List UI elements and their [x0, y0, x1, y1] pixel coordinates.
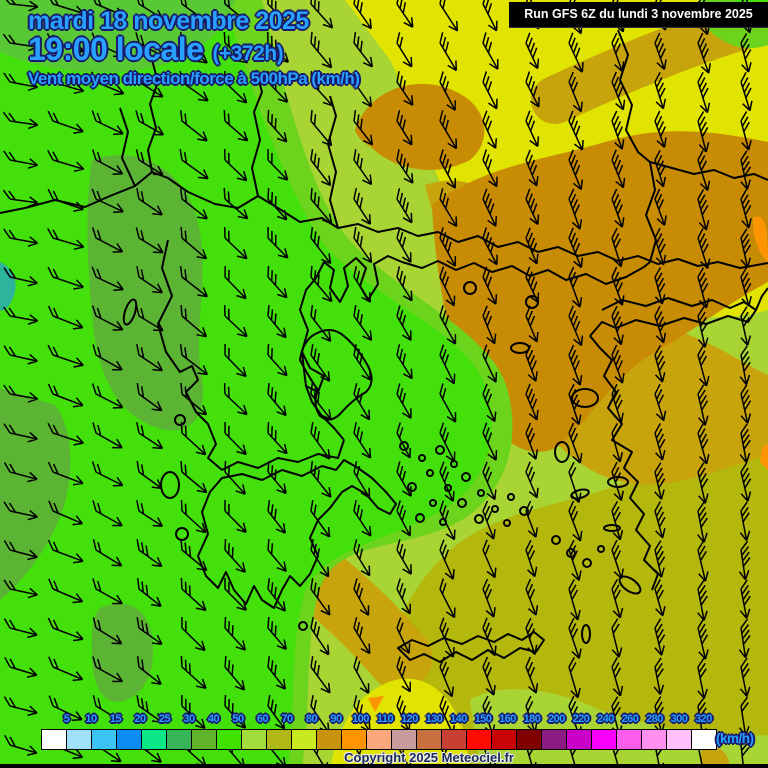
island-cyclades — [399, 441, 409, 451]
island-lefkada — [174, 414, 186, 426]
island-kos — [603, 524, 621, 532]
region-gold-bottom-patch — [700, 746, 730, 768]
island-cyclades — [435, 445, 445, 455]
island-dodecanese — [597, 545, 605, 553]
wind-barb-field — [2, 0, 753, 768]
island-cyclades — [507, 493, 515, 501]
island-cyclades — [429, 499, 437, 507]
coast-gulf-corinth-north — [221, 439, 345, 471]
coast-bosphorus — [755, 287, 768, 311]
region-green-dull-bottom — [91, 603, 153, 702]
island-dodecanese — [582, 558, 592, 568]
border-nw-2 — [147, 59, 159, 173]
coast-turkey-west — [589, 335, 659, 591]
island-zakynthos — [175, 527, 189, 541]
island-cyclades — [491, 505, 499, 513]
border-nw-3 — [251, 69, 263, 197]
island-cyclades — [503, 519, 511, 527]
border-nw-1 — [119, 107, 136, 187]
island-cyclades — [418, 454, 426, 462]
island-corfu — [122, 298, 138, 326]
island-cyclades — [457, 498, 467, 508]
island-dodecanese — [551, 535, 561, 545]
island-chios — [554, 441, 570, 463]
island-milos — [415, 513, 425, 523]
region-ochre-main — [432, 131, 768, 452]
region-orange-right-edge — [752, 216, 768, 262]
island-thasos — [463, 281, 477, 295]
region-green-corner-nw — [0, 0, 235, 73]
coast-east-mainland — [299, 277, 325, 393]
island-kythira — [298, 621, 308, 631]
island-cyclades — [461, 472, 471, 482]
coast-euboea — [299, 329, 373, 421]
coast-marmara — [589, 297, 757, 337]
region-green-dull-left — [0, 388, 71, 600]
border-ne-evros — [645, 161, 657, 263]
bottom-bar — [0, 764, 768, 768]
island-ikaria — [570, 488, 590, 500]
island-cyclades — [426, 469, 434, 477]
wind-barbs — [2, 0, 753, 768]
region-orange-bottom-tiny — [368, 696, 384, 712]
island-kefalonia — [160, 471, 180, 499]
island-cyclades — [474, 514, 484, 524]
coast-peloponnese — [197, 459, 397, 609]
island-karpathos — [581, 624, 591, 644]
island-cyclades — [477, 489, 485, 497]
island-cyclades — [407, 482, 417, 492]
run-info-box: Run GFS 6Z du lundi 3 novembre 2025 — [509, 2, 768, 28]
region-teal-left-edge — [0, 262, 16, 311]
island-cyclades — [519, 506, 529, 516]
border-nw-4 — [327, 95, 339, 229]
copyright: Copyright 2025 Meteociel.fr — [344, 750, 514, 765]
region-orange-right-small — [760, 444, 768, 470]
coast-crete — [397, 631, 545, 663]
coast-west-mainland — [157, 239, 223, 471]
